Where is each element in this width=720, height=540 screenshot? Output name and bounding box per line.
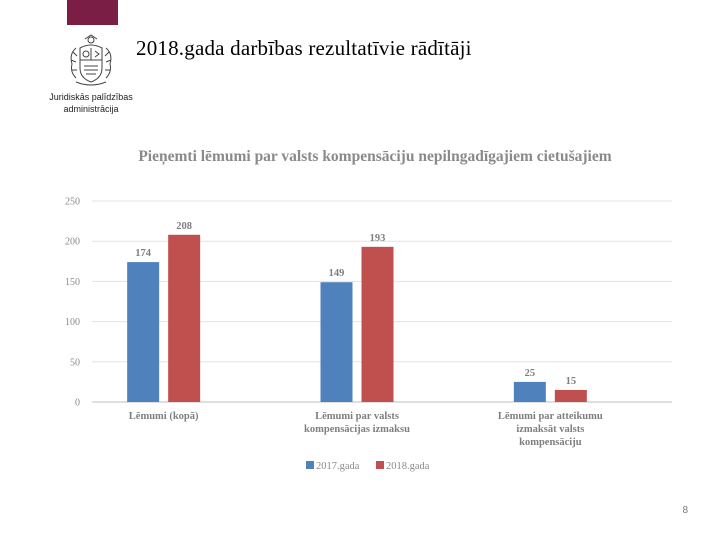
page-number: 8 <box>682 505 688 516</box>
bar <box>127 262 160 402</box>
bar <box>168 234 201 402</box>
y-tick-label: 0 <box>75 398 80 409</box>
legend-label: 2018.gada <box>386 461 430 472</box>
y-tick-label: 150 <box>65 277 80 288</box>
data-label: 174 <box>135 248 152 259</box>
x-tick-label: kompensāciju <box>519 437 582 448</box>
x-tick-label: izmaksāt valsts <box>516 424 584 435</box>
logo-text-line2: administrācija <box>63 104 119 114</box>
y-tick-label: 50 <box>70 357 80 368</box>
data-label: 15 <box>566 376 577 387</box>
bar <box>361 246 394 402</box>
bar <box>320 282 353 402</box>
organization-logo: Juridiskās palīdzības administrācija <box>44 34 138 118</box>
x-tick-label: Lēmumi par atteikumu <box>498 411 603 422</box>
data-label: 25 <box>525 368 536 379</box>
x-tick-label: Lēmumi (kopā) <box>129 411 199 422</box>
chart-title: Pieņemti lēmumi par valsts kompensāciju … <box>138 148 612 165</box>
logo-text-line1: Juridiskās palīdzības <box>49 92 133 102</box>
legend-label: 2017.gada <box>316 461 360 472</box>
legend-swatch <box>306 461 314 469</box>
data-label: 193 <box>370 233 386 244</box>
data-label: 149 <box>329 268 345 279</box>
top-accent-bar <box>67 0 118 25</box>
legend-swatch <box>376 461 384 469</box>
x-tick-label: kompensācijas izmaksu <box>304 424 410 435</box>
y-tick-label: 250 <box>65 197 80 208</box>
y-tick-label: 200 <box>65 237 80 248</box>
bar <box>513 381 546 402</box>
x-tick-label: Lēmumi par valsts <box>315 411 399 422</box>
y-tick-label: 100 <box>65 317 80 328</box>
bar <box>554 389 587 402</box>
slide-title: 2018.gada darbības rezultatīvie rādītāji <box>136 36 472 60</box>
data-label: 208 <box>176 221 192 232</box>
coat-of-arms-icon <box>70 34 112 86</box>
